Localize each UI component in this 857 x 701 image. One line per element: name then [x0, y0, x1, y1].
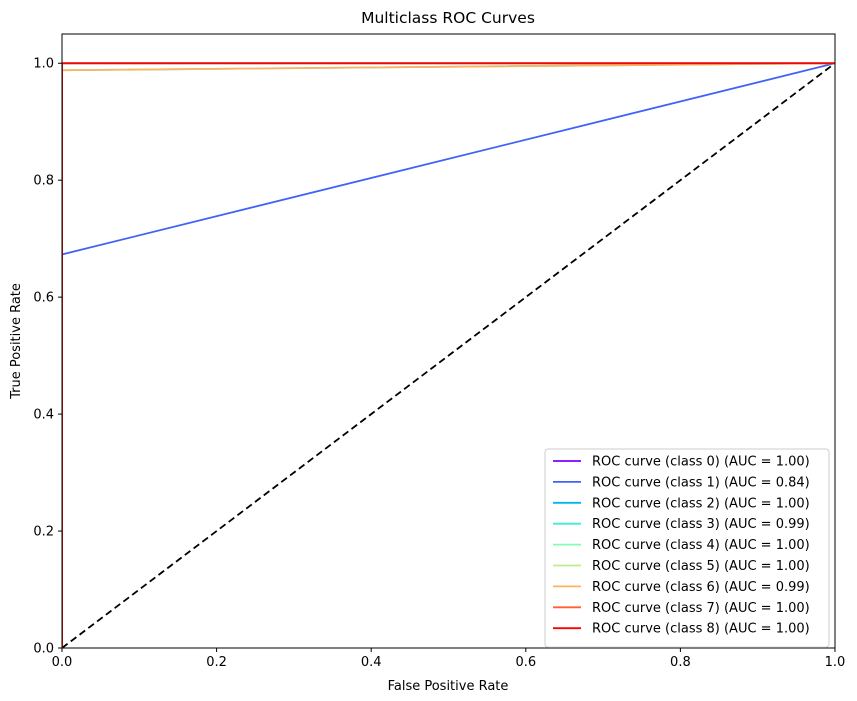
y-tick-label: 0.4	[33, 408, 54, 423]
y-tick-label: 1.0	[33, 57, 54, 72]
axes-frame	[61, 33, 836, 649]
roc-curve-class-1	[62, 62, 835, 648]
y-tick-label: 0.2	[33, 525, 54, 540]
y-axis-label: True Positive Rate	[9, 283, 24, 400]
x-tick-label: 0.4	[361, 655, 382, 670]
roc-curve-class-8	[62, 62, 835, 648]
y-tick-label: 0.6	[33, 291, 54, 306]
roc-curve-class-6	[62, 62, 835, 648]
legend-label-class-0: ROC curve (class 0) (AUC = 1.00)	[592, 455, 810, 470]
chart-title: Multiclass ROC Curves	[361, 9, 535, 27]
y-tick-label: 0.8	[33, 174, 54, 189]
legend-label-class-6: ROC curve (class 6) (AUC = 0.99)	[592, 580, 810, 595]
legend-label-class-7: ROC curve (class 7) (AUC = 1.00)	[592, 601, 810, 616]
legend-label-class-4: ROC curve (class 4) (AUC = 1.00)	[592, 538, 810, 553]
x-tick-label: 1.0	[825, 655, 846, 670]
legend-label-class-3: ROC curve (class 3) (AUC = 0.99)	[592, 517, 810, 532]
legend-box	[544, 448, 830, 648]
legend-label-class-2: ROC curve (class 2) (AUC = 1.00)	[592, 496, 810, 511]
legend: ROC curve (class 0) (AUC = 1.00) ROC curv…	[544, 448, 830, 648]
y-tick-label: 0.0	[33, 642, 54, 657]
x-tick-label: 0.6	[515, 655, 536, 670]
reference-diagonal-line	[62, 62, 835, 648]
plot-area: 0.0 0.2 0.4 0.6 0.8 1.0 0.0 0.2 0.4 0.6 0.8 1.0	[33, 33, 846, 670]
x-tick-label: 0.2	[206, 655, 227, 670]
legend-label-class-5: ROC curve (class 5) (AUC = 1.00)	[592, 559, 810, 574]
x-axis-label: False Positive Rate	[388, 679, 509, 694]
x-tick-label: 0.8	[670, 655, 691, 670]
x-tick-label: 0.0	[52, 655, 73, 670]
legend-label-class-1: ROC curve (class 1) (AUC = 0.84)	[592, 475, 810, 490]
legend-label-class-8: ROC curve (class 8) (AUC = 1.00)	[592, 622, 810, 637]
